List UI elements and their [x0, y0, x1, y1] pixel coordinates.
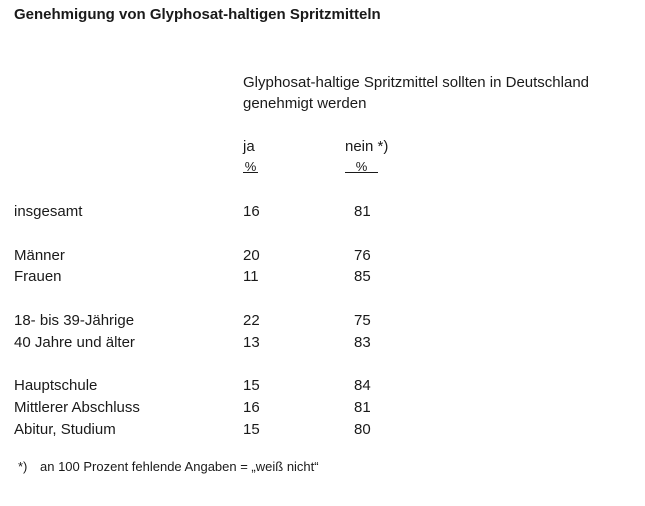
- row-label: Hauptschule: [14, 377, 98, 394]
- value-ja: 22: [243, 312, 260, 329]
- row-label: Männer: [14, 247, 65, 264]
- value-ja: 11: [243, 268, 259, 285]
- value-nein: 84: [354, 377, 371, 394]
- column-unit-ja: %: [243, 159, 258, 174]
- column-unit-nein: %: [345, 159, 378, 174]
- row-label: Frauen: [14, 268, 62, 285]
- column-header-nein: nein *): [345, 138, 389, 155]
- value-nein: 80: [354, 421, 371, 438]
- row-label: 18- bis 39-Jährige: [14, 312, 135, 329]
- footnote-mark: *): [18, 459, 28, 474]
- value-ja: 15: [243, 377, 260, 394]
- row-label: 40 Jahre und älter: [14, 334, 135, 351]
- value-ja: 13: [243, 334, 260, 351]
- value-ja: 15: [243, 421, 260, 438]
- footnote-text: an 100 Prozent fehlende Angaben = „weiß …: [40, 459, 319, 474]
- value-ja: 20: [243, 247, 260, 264]
- table-title: Genehmigung von Glyphosat-haltigen Sprit…: [14, 6, 381, 23]
- value-nein: 81: [354, 203, 371, 220]
- value-nein: 81: [354, 399, 371, 416]
- footnote: *) an 100 Prozent fehlende Angaben = „wei…: [18, 459, 319, 474]
- question-text: Glyphosat-haltige Spritzmittel sollten i…: [243, 74, 590, 112]
- value-nein: 76: [354, 247, 371, 264]
- column-header-ja: ja: [243, 138, 255, 155]
- value-ja: 16: [243, 399, 260, 416]
- value-nein: 85: [354, 268, 371, 285]
- row-label: Mittlerer Abschluss: [14, 399, 140, 416]
- value-nein: 75: [354, 312, 371, 329]
- row-label: insgesamt: [14, 203, 83, 220]
- value-ja: 16: [243, 203, 260, 220]
- row-label: Abitur, Studium: [14, 421, 116, 438]
- value-nein: 83: [354, 334, 371, 351]
